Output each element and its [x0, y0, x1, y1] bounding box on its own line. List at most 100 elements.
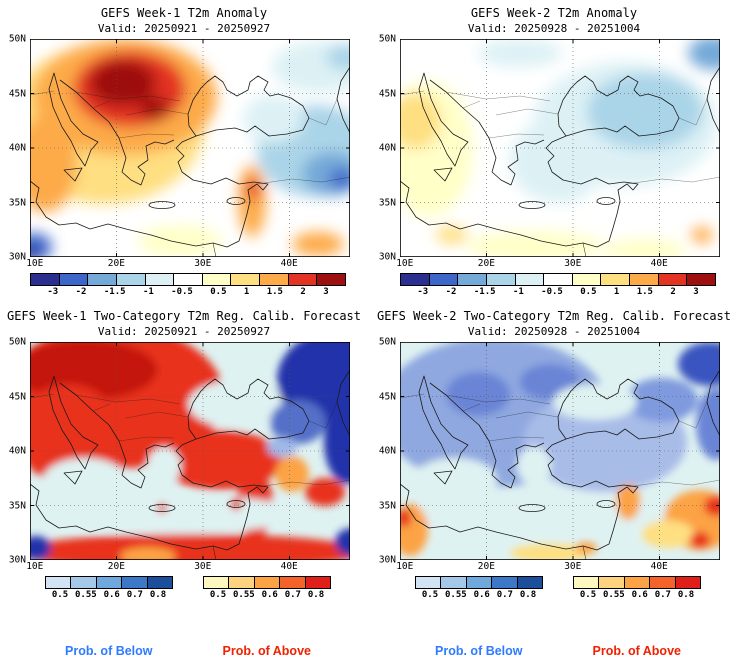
probability-legend: Prob. of Below Prob. of Above [30, 644, 346, 658]
tick-label: 50N [8, 336, 26, 348]
tick-label: -1.5 [103, 287, 126, 297]
tick-label: 0.5 [421, 590, 439, 600]
probability-legend: Prob. of Below Prob. of Above [400, 644, 716, 658]
colorbar-segment [31, 274, 60, 285]
colorbar-segment [658, 274, 688, 285]
colorbar-segment [96, 577, 123, 588]
colorbar-segment [624, 577, 651, 588]
anomaly-colorbar: -3 -2 -1.5 -1 -0.5 0.5 1 1.5 2 3 [30, 273, 346, 297]
panel-valid-range: Valid: 20250921 - 20250927 [97, 22, 271, 35]
colorbar-segment [116, 274, 146, 285]
panel-title: GEFS Week-2 T2m Anomaly [470, 6, 638, 20]
tick-label: 0.5 [51, 590, 69, 600]
legend-prob-above: Prob. of Above [222, 644, 311, 658]
tick-label: 40N [8, 142, 26, 154]
tick-label: 30N [378, 554, 396, 566]
prob-above-colorbar: 0.5 0.55 0.6 0.7 0.8 [573, 576, 701, 600]
colorbar-segment [492, 577, 518, 588]
tick-label: -1 [512, 287, 524, 297]
tick-label: 45N [8, 391, 26, 402]
colorbar-segment [305, 577, 331, 588]
colorbar-strip [573, 576, 701, 589]
prob-below-colorbar: 0.5 0.55 0.6 0.7 0.8 [415, 576, 543, 600]
tick-label: 20E [107, 258, 125, 269]
colorbar-segment [145, 274, 175, 285]
colorbar-segment [601, 274, 631, 285]
colorbar-ticks: 0.5 0.55 0.6 0.7 0.8 [45, 590, 173, 600]
colorbar-segment [229, 577, 255, 588]
tick-label: 1 [613, 287, 620, 297]
tick-label: 3 [693, 287, 699, 297]
tick-label: -2 [75, 287, 87, 297]
tick-label: 10E [26, 561, 44, 572]
colorbar-segment [202, 274, 232, 285]
tick-label: 30E [194, 258, 212, 269]
tick-label: 0.8 [149, 590, 167, 600]
colorbar-segment [544, 274, 573, 285]
tick-label: 1.5 [636, 287, 653, 297]
tick-label: 20E [107, 561, 125, 572]
map-canvas-week1-anomaly [30, 39, 350, 257]
probability-colorbars: 0.5 0.55 0.6 0.7 0.8 0.5 0.55 0.6 0.7 0.8 [30, 576, 346, 600]
tick-label: 10E [396, 561, 414, 572]
tick-label: 0.6 [473, 590, 490, 600]
tick-label: 0.7 [126, 590, 143, 600]
tick-label: 0.55 [233, 590, 255, 600]
tick-label: 40N [378, 445, 396, 457]
panel-title: GEFS Week-1 Two-Category T2m Reg. Calib.… [6, 309, 361, 323]
colorbar-segment [650, 577, 676, 588]
colorbar-segment [174, 274, 203, 285]
colorbar-segment [401, 274, 430, 285]
panel-week2-two-category: GEFS Week-2 Two-Category T2m Reg. Calib.… [370, 309, 740, 658]
colorbar-strip [203, 576, 331, 589]
panel-valid-range: Valid: 20250921 - 20250927 [97, 325, 271, 338]
legend-prob-below: Prob. of Below [65, 644, 153, 658]
tick-label: 35N [8, 500, 26, 511]
tick-label: -3 [417, 287, 429, 297]
colorbar-segment [280, 577, 306, 588]
tick-label: 0.5 [210, 287, 227, 297]
map-frame: 50N 45N 40N 35N 30N [374, 34, 734, 263]
tick-label: 10E [26, 258, 44, 269]
lat-axis: 50N 45N 40N 35N 30N [374, 337, 400, 566]
colorbar-strip [45, 576, 173, 589]
colorbar-segment [429, 274, 459, 285]
tick-label: 45N [8, 88, 26, 99]
tick-label: 30N [8, 251, 26, 263]
map-canvas-week1-probability [30, 342, 350, 560]
lat-axis: 50N 45N 40N 35N 30N [374, 34, 400, 263]
panel-valid-range: Valid: 20250928 - 20251004 [467, 22, 641, 35]
panel-week1-two-category: GEFS Week-1 Two-Category T2m Reg. Calib.… [0, 309, 370, 658]
colorbar-segment [71, 577, 97, 588]
tick-label: 40E [280, 258, 298, 269]
colorbar-ticks: 0.5 0.55 0.6 0.7 0.8 [573, 590, 701, 600]
tick-label: 40E [280, 561, 298, 572]
tick-label: 45N [378, 391, 396, 402]
map-frame: 50N 45N 40N 35N 30N [4, 34, 364, 263]
tick-label: 0.7 [654, 590, 671, 600]
tick-label: -0.5 [171, 287, 193, 297]
map-canvas-week2-anomaly [400, 39, 720, 257]
tick-label: 45N [378, 88, 396, 99]
colorbar-segment [204, 577, 230, 588]
tick-label: 35N [378, 500, 396, 511]
panel-title: GEFS Week-2 Two-Category T2m Reg. Calib.… [376, 309, 731, 323]
tick-label: 35N [8, 197, 26, 208]
colorbar-segment [486, 274, 516, 285]
tick-label: 30E [194, 561, 212, 572]
legend-prob-below: Prob. of Below [435, 644, 523, 658]
tick-label: 2 [300, 287, 306, 297]
tick-label: 0.55 [75, 590, 97, 600]
tick-label: 0.7 [496, 590, 513, 600]
probability-field-layer [400, 342, 720, 560]
tick-label: 40N [8, 445, 26, 457]
colorbar-segment [599, 577, 625, 588]
colorbar-segment [687, 274, 716, 285]
legend-prob-above: Prob. of Above [592, 644, 681, 658]
tick-label: 1 [243, 287, 250, 297]
colorbar-segment [675, 577, 701, 588]
colorbar-segment [574, 577, 600, 588]
anomaly-field-layer [30, 39, 350, 257]
tick-label: -3 [47, 287, 59, 297]
tick-label: 0.5 [209, 590, 227, 600]
